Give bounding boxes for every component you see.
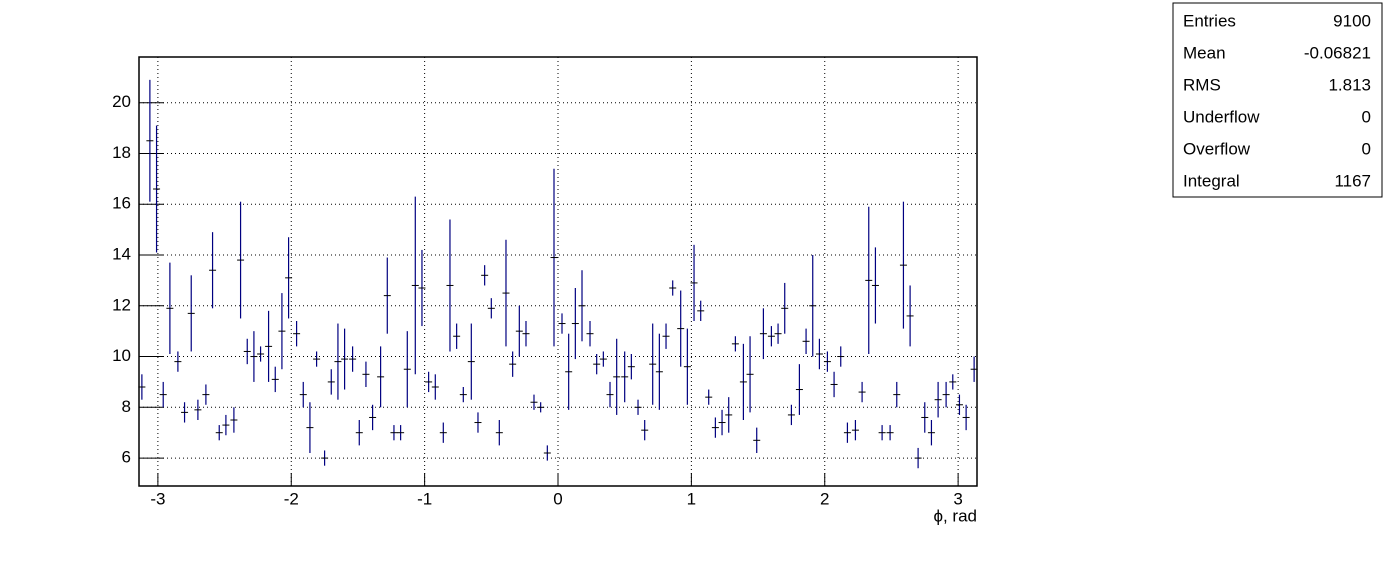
- stats-label: RMS: [1183, 75, 1221, 94]
- y-tick-label: 8: [122, 397, 131, 416]
- stats-value: 1.813: [1328, 75, 1371, 94]
- y-tick-label: 16: [112, 194, 131, 213]
- y-tick-label: 12: [112, 295, 131, 314]
- x-tick-label: 3: [953, 489, 962, 508]
- x-tick-label: 1: [687, 489, 696, 508]
- stats-label: Mean: [1183, 43, 1226, 62]
- x-tick-label: -3: [150, 489, 165, 508]
- stats-label: Entries: [1183, 11, 1236, 30]
- x-axis-label: ϕ, rad: [933, 506, 977, 525]
- stats-value: -0.06821: [1304, 43, 1371, 62]
- x-tick-label: -2: [284, 489, 299, 508]
- x-tick-label: 2: [820, 489, 829, 508]
- stats-value: 9100: [1333, 11, 1371, 30]
- stats-value: 1167: [1334, 171, 1371, 190]
- plot-frame: [138, 56, 978, 487]
- stats-label: Underflow: [1183, 107, 1260, 126]
- stats-value: 0: [1362, 107, 1371, 126]
- y-tick-label: 6: [122, 448, 131, 467]
- y-tick-label: 14: [112, 244, 131, 263]
- y-tick-label: 20: [112, 92, 131, 111]
- stats-label: Integral: [1183, 171, 1240, 190]
- stats-label: Overflow: [1183, 139, 1251, 158]
- x-tick-label: -1: [417, 489, 432, 508]
- y-tick-label: 18: [112, 143, 131, 162]
- y-tick-label: 10: [112, 346, 131, 365]
- stats-box: [1172, 2, 1383, 198]
- stats-value: 0: [1362, 139, 1371, 158]
- x-tick-label: 0: [553, 489, 562, 508]
